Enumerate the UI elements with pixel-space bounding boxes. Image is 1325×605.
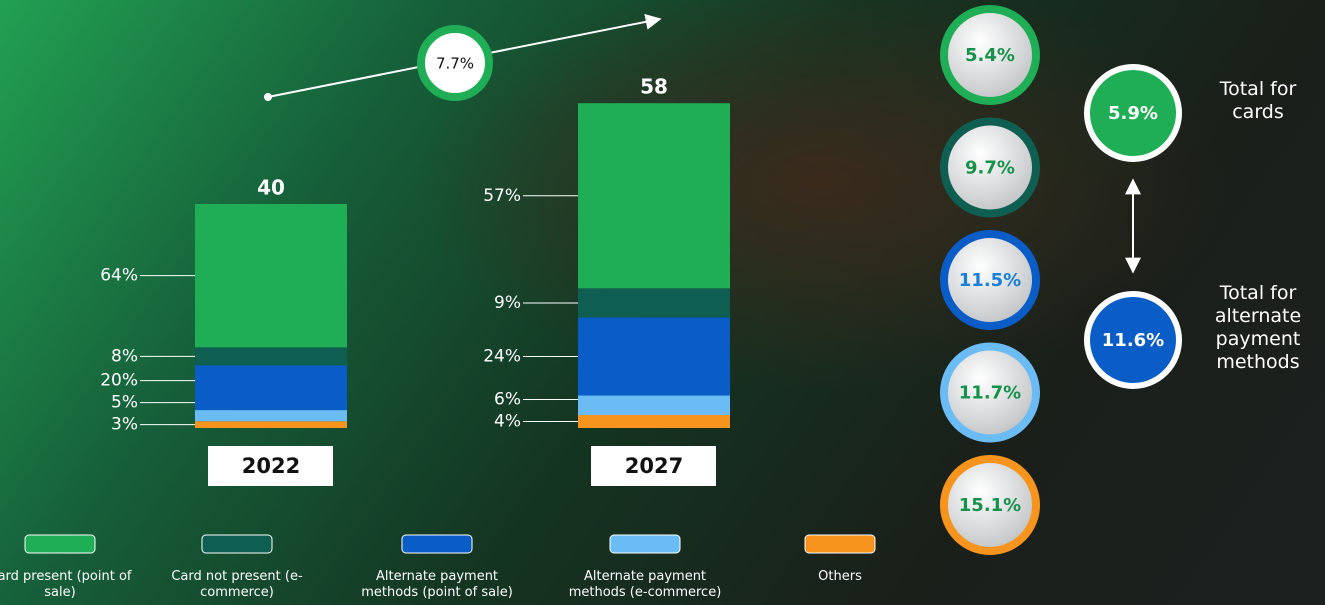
segment-label: 9% bbox=[494, 293, 521, 313]
total-circle bbox=[1084, 64, 1182, 162]
segment-label: 8% bbox=[111, 346, 138, 366]
bar-segment bbox=[195, 421, 347, 428]
cagr-circle bbox=[940, 5, 1040, 105]
bar-total: 40 bbox=[257, 176, 285, 200]
total-circle bbox=[1084, 291, 1182, 389]
bar-segment bbox=[195, 365, 347, 411]
legend-label: Card present (point of sale) bbox=[0, 569, 132, 600]
legend-label: Card not present (e-commerce) bbox=[171, 569, 303, 600]
legend-swatch bbox=[201, 534, 273, 554]
bar-segment bbox=[578, 288, 730, 318]
legend-label: Alternate payment methods (e-commerce) bbox=[568, 569, 722, 600]
cagr-circle bbox=[940, 117, 1040, 218]
bar-segment bbox=[578, 103, 730, 289]
legend-swatch bbox=[804, 534, 876, 554]
segment-label: 5% bbox=[111, 393, 138, 413]
x-tick-label: 2027 bbox=[625, 454, 683, 478]
year-box bbox=[208, 446, 333, 486]
segment-label: 24% bbox=[483, 347, 521, 367]
segment-label: 20% bbox=[100, 371, 138, 391]
total-label: 5.9% bbox=[1108, 103, 1158, 124]
total-name: Total for cards bbox=[1219, 78, 1297, 123]
arrow-dot bbox=[264, 93, 272, 101]
legend-swatch bbox=[609, 534, 681, 554]
year-box bbox=[591, 446, 716, 486]
legend-swatch bbox=[24, 534, 96, 554]
bar-segment bbox=[195, 410, 347, 422]
total-name: Total for alternate payment methods bbox=[1214, 282, 1302, 373]
cagr-label: 9.7% bbox=[965, 158, 1015, 179]
cagr-circle bbox=[940, 342, 1040, 443]
legend-label: Others bbox=[818, 569, 862, 584]
growth-circle bbox=[417, 25, 493, 101]
segment-label: 64% bbox=[100, 266, 138, 286]
growth-label: 7.7% bbox=[436, 55, 474, 73]
total-label: 11.6% bbox=[1102, 330, 1164, 351]
bar-segment bbox=[195, 204, 347, 348]
legend-label: Alternate payment methods (point of sale… bbox=[361, 569, 513, 600]
segment-label: 3% bbox=[111, 415, 138, 435]
cagr-label: 11.5% bbox=[959, 270, 1021, 291]
bar-segment bbox=[195, 347, 347, 366]
segment-label: 57% bbox=[483, 186, 521, 206]
segment-label: 4% bbox=[494, 412, 521, 432]
bar-segment bbox=[578, 317, 730, 396]
cagr-label: 5.4% bbox=[965, 45, 1015, 66]
bar-total: 58 bbox=[640, 75, 668, 99]
segment-label: 6% bbox=[494, 390, 521, 410]
bar-segment bbox=[578, 415, 730, 428]
cagr-label: 15.1% bbox=[959, 495, 1021, 516]
bar-segment bbox=[578, 395, 730, 416]
cagr-circle bbox=[940, 455, 1040, 555]
x-tick-label: 2022 bbox=[242, 454, 300, 478]
cagr-circle bbox=[940, 230, 1040, 330]
cagr-label: 11.7% bbox=[959, 383, 1021, 404]
legend-swatch bbox=[401, 534, 473, 554]
